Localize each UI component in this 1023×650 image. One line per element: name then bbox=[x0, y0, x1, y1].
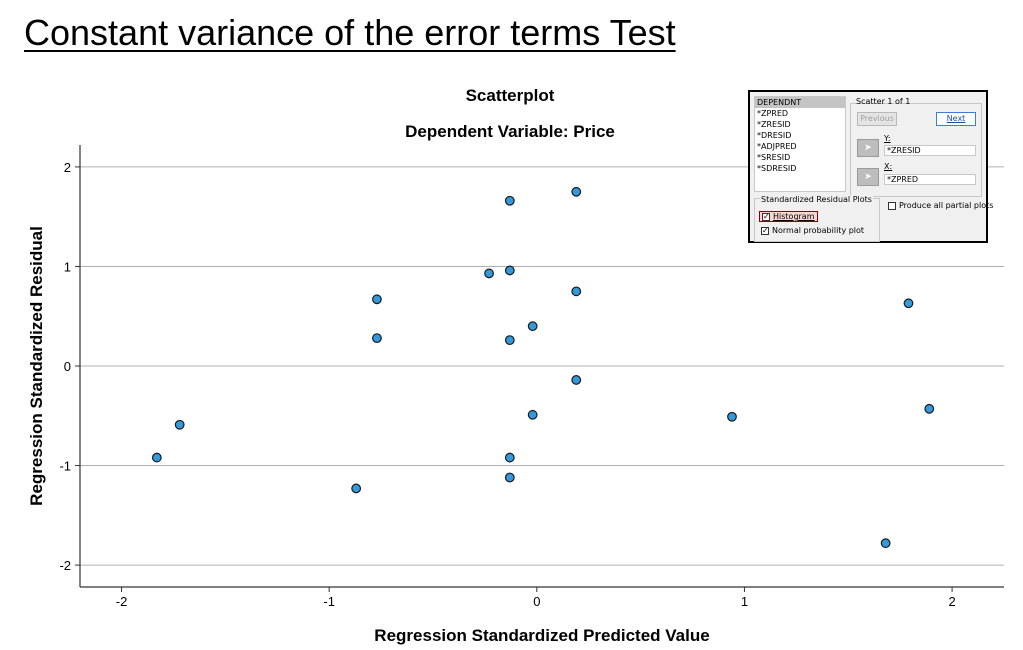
next-button[interactable]: Next bbox=[936, 112, 976, 126]
previous-button[interactable]: Previous bbox=[857, 112, 897, 126]
data-point bbox=[151, 452, 162, 463]
normal-plot-checkbox[interactable]: ✓ bbox=[761, 225, 769, 235]
scatter-counter: Scatter 1 of 1 bbox=[856, 97, 911, 106]
x-field-label: X: bbox=[884, 162, 893, 171]
histogram-label: Histogram bbox=[773, 212, 815, 221]
data-point bbox=[504, 265, 515, 276]
x-tick-label: -2 bbox=[116, 594, 128, 609]
data-point bbox=[903, 298, 914, 309]
variable-list-item[interactable]: *DRESID bbox=[757, 131, 792, 140]
y-tick-label: 1 bbox=[64, 259, 71, 274]
y-tick-label: 2 bbox=[64, 160, 71, 175]
y-tick-label: -2 bbox=[59, 558, 71, 573]
data-point bbox=[571, 286, 582, 297]
y-tick-labels: -2 -1 0 1 2 bbox=[59, 160, 80, 573]
data-points bbox=[151, 186, 935, 549]
data-point bbox=[504, 195, 515, 206]
data-point bbox=[924, 403, 935, 414]
data-point bbox=[571, 186, 582, 197]
variable-list-item[interactable]: *ZPRED bbox=[757, 109, 789, 118]
y-tick-label: 0 bbox=[64, 359, 71, 374]
data-point bbox=[527, 409, 538, 420]
x-tick-labels: -2 -1 0 1 2 bbox=[116, 587, 956, 609]
slide-title: Constant variance of the error terms Tes… bbox=[24, 12, 676, 53]
data-point bbox=[527, 321, 538, 332]
histogram-checkbox[interactable]: ✓ bbox=[762, 211, 770, 221]
y-field-label: Y: bbox=[884, 134, 891, 143]
data-point bbox=[351, 483, 362, 494]
y-axis-label: Regression Standardized Residual bbox=[27, 226, 46, 506]
x-variable-field[interactable]: *ZPRED bbox=[884, 174, 976, 185]
partial-plots-option[interactable]: Produce all partial plots bbox=[888, 201, 993, 210]
chart-title: Scatterplot bbox=[466, 86, 555, 105]
residual-plots-label: Standardized Residual Plots bbox=[760, 195, 873, 204]
normal-plot-label: Normal probability plot bbox=[772, 226, 865, 235]
x-tick-label: 0 bbox=[533, 594, 540, 609]
partial-plots-checkbox[interactable] bbox=[888, 201, 896, 210]
data-point bbox=[504, 335, 515, 346]
variable-list-item[interactable]: *SRESID bbox=[757, 153, 791, 162]
data-point bbox=[880, 538, 891, 549]
scatter-dialog: DEPENDNT *ZPRED *ZRESID *DRESID *ADJPRED *SRE… bbox=[748, 90, 993, 243]
move-to-y-arrow-icon[interactable]: ➤ bbox=[857, 139, 879, 157]
data-point bbox=[484, 268, 494, 279]
variable-list[interactable]: DEPENDNT *ZPRED *ZRESID *DRESID *ADJPRED *SRE… bbox=[754, 96, 846, 192]
data-point bbox=[504, 472, 515, 483]
data-point bbox=[504, 452, 515, 463]
move-to-x-arrow-icon[interactable]: ➤ bbox=[857, 168, 879, 186]
x-tick-label: -1 bbox=[323, 594, 335, 609]
variable-list-item[interactable]: *ZRESID bbox=[757, 120, 791, 129]
histogram-option[interactable]: ✓ Histogram bbox=[759, 211, 818, 222]
x-tick-label: 2 bbox=[948, 594, 955, 609]
y-variable-field[interactable]: *ZRESID bbox=[884, 145, 976, 156]
scatter-frame bbox=[850, 103, 982, 197]
partial-plots-label: Produce all partial plots bbox=[899, 201, 994, 210]
data-point bbox=[174, 419, 185, 430]
variable-list-item[interactable]: DEPENDNT bbox=[755, 97, 845, 108]
chart-subtitle: Dependent Variable: Price bbox=[405, 122, 615, 141]
variable-list-item[interactable]: *ADJPRED bbox=[757, 142, 797, 151]
normal-plot-option[interactable]: ✓ Normal probability plot bbox=[761, 226, 864, 235]
data-point bbox=[372, 294, 382, 305]
data-point bbox=[372, 333, 382, 344]
x-axis-label: Regression Standardized Predicted Value bbox=[374, 626, 709, 645]
y-tick-label: -1 bbox=[59, 459, 71, 474]
variable-list-item[interactable]: *SDRESID bbox=[757, 164, 797, 173]
data-point bbox=[571, 375, 582, 385]
x-tick-label: 1 bbox=[741, 594, 748, 609]
data-point bbox=[727, 411, 737, 422]
